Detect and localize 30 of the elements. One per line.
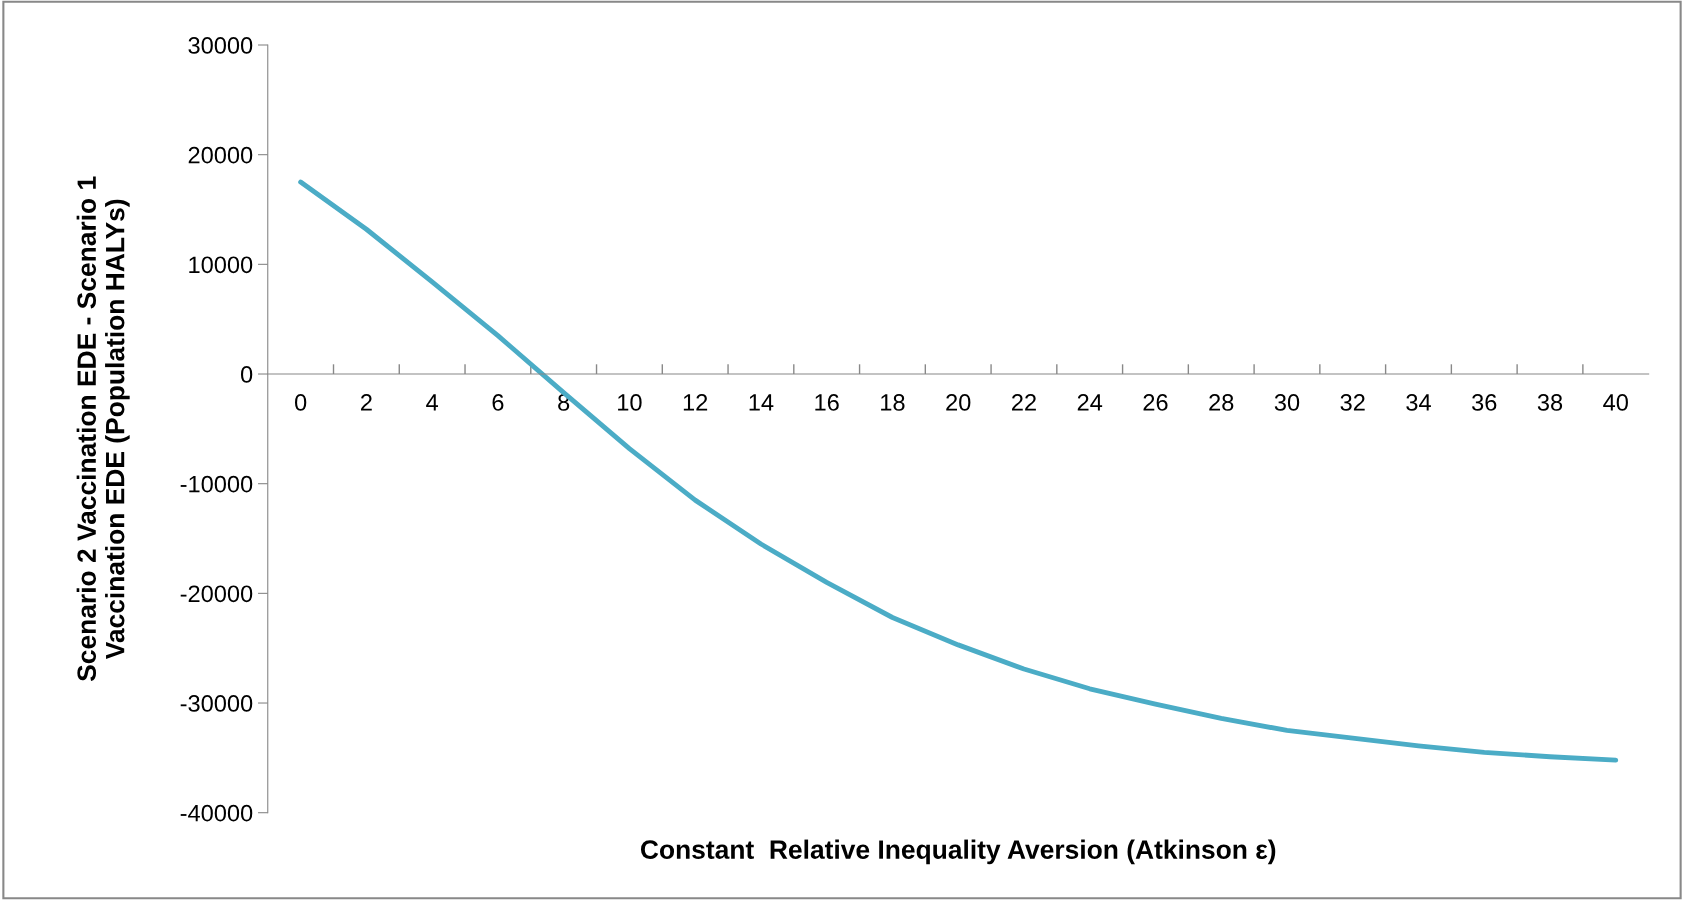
y-tick-label: 10000: [189, 256, 253, 274]
x-tick-label: 18: [881, 394, 905, 411]
x-tick-label: 40: [1603, 394, 1628, 411]
x-tick-label: 26: [1143, 394, 1168, 411]
y-tick-label: -20000: [180, 585, 253, 603]
x-tick-label: 12: [683, 394, 708, 411]
x-tick-label: 4: [426, 394, 439, 411]
x-tick-label: 0: [294, 394, 307, 411]
x-tick-label: 14: [749, 394, 774, 411]
x-axis-title: Constant Relative Inequality Aversion (Atkinson ε): [640, 839, 1276, 865]
x-tick-label: 32: [1340, 394, 1365, 411]
y-axis-title: Scenario 2 Vaccination EDE - Scenario 1 Vaccination EDE (Population HALYs): [76, 176, 130, 682]
y-tick-label: -10000: [180, 475, 253, 493]
x-tick-label: 38: [1537, 394, 1563, 411]
y-tick-label: -30000: [180, 695, 253, 712]
x-tick-label: 24: [1077, 394, 1103, 411]
x-tick-label: 20: [946, 394, 971, 411]
x-tick-label: 16: [815, 394, 839, 411]
x-tick-label: 2: [361, 394, 372, 411]
y-tick-label: 30000: [188, 37, 253, 54]
x-tick-label: 30: [1274, 394, 1300, 411]
x-tick-label: 34: [1406, 394, 1431, 411]
x-tick-label: 36: [1472, 394, 1497, 411]
y-tick-label: -40000: [180, 804, 253, 822]
y-tick-label: 0: [240, 366, 253, 383]
x-tick-label: 10: [618, 394, 642, 411]
x-tick-label: 6: [492, 394, 504, 411]
x-tick-label: 22: [1012, 394, 1036, 411]
y-tick-label: 20000: [188, 146, 253, 164]
x-tick-label: 28: [1209, 394, 1234, 411]
